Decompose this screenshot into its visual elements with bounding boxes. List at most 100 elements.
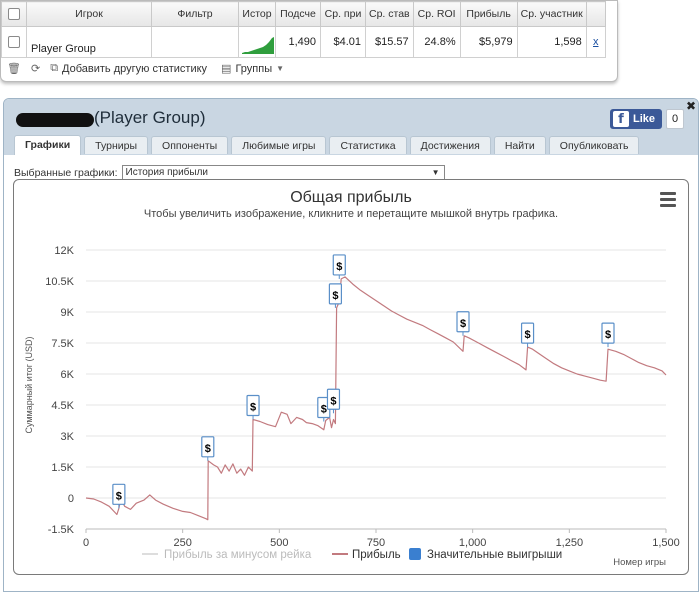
tab-opponents[interactable]: Оппоненты	[151, 136, 229, 154]
x-tick-label: 1,000	[459, 537, 487, 549]
close-icon[interactable]: ✖	[686, 99, 697, 113]
significant-win-marker: $	[326, 388, 341, 414]
tab-charts[interactable]: Графики	[14, 135, 82, 155]
col-header-avg-profit[interactable]: Ср. при	[320, 1, 366, 27]
tab-publish[interactable]: Опубликовать	[548, 136, 640, 154]
tab-tournaments[interactable]: Турниры	[84, 136, 149, 154]
col-header-remove	[585, 1, 606, 27]
marker-box	[332, 254, 346, 276]
significant-win-marker: $	[520, 322, 535, 348]
legend-item-wins: Значительные выигрыши	[409, 548, 562, 561]
x-axis-label: Номер игры	[613, 557, 666, 568]
tab-favorite-games[interactable]: Любимые игры	[231, 136, 327, 154]
x-tick-label: 500	[270, 537, 288, 549]
x-tick-label: 1,250	[556, 537, 584, 549]
marker-box	[520, 322, 535, 344]
y-tick-label: 1.5K	[51, 462, 74, 474]
page-title: (Player Group)	[94, 108, 206, 127]
x-tick-label: 1,500	[652, 537, 680, 549]
significant-win-marker: $	[246, 394, 260, 420]
facebook-icon: f	[613, 111, 629, 127]
stats-panel: Игрок Фильтр Истор Подсче Ср. при Ср. ст…	[0, 0, 618, 82]
marker-label: $	[605, 329, 611, 341]
marker-label: $	[321, 404, 327, 416]
col-header-player[interactable]: Игрок	[26, 1, 152, 27]
like-label: Like	[633, 113, 656, 125]
refresh-icon[interactable]: ⟳	[30, 63, 41, 75]
remove-row-link[interactable]: x	[593, 36, 599, 48]
chart-subtitle: Чтобы увеличить изображение, кликните и …	[144, 208, 558, 220]
avg-profit-cell: $4.01	[320, 26, 366, 58]
y-tick-label: 10.5K	[45, 276, 74, 288]
col-header-avg-roi[interactable]: Ср. ROI	[412, 1, 461, 27]
chevron-down-icon[interactable]: ▼	[276, 64, 285, 73]
y-tick-label: 9K	[61, 307, 75, 319]
history-sparkline[interactable]	[238, 26, 276, 58]
marker-label: $	[332, 290, 338, 302]
trash-icon[interactable]: 🗑	[7, 63, 21, 75]
significant-win-marker: $	[456, 311, 470, 336]
marker-label: $	[250, 401, 256, 413]
chart-container[interactable]: -1.5K 0 1.5K 3K 4.5K 6K 7.5K 9K 10.5K 12K 0 250 500 7…	[13, 179, 689, 575]
significant-win-marker: $	[332, 254, 346, 279]
tab-achievements[interactable]: Достижения	[409, 136, 491, 154]
tab-statistics[interactable]: Статистика	[329, 136, 407, 154]
marker-box	[456, 311, 470, 333]
col-header-avg-stake[interactable]: Ср. став	[365, 1, 414, 27]
x-tick-label: 0	[83, 537, 89, 549]
col-header-history[interactable]: Истор	[238, 1, 276, 27]
select-all-checkbox[interactable]	[8, 8, 20, 21]
profit-chart[interactable]: -1.5K 0 1.5K 3K 4.5K 6K 7.5K 9K 10.5K 12K 0 250 500 7…	[14, 180, 688, 574]
marker-box	[326, 388, 341, 410]
avg-roi-cell: 24.8%	[412, 26, 461, 58]
col-header-filter[interactable]: Фильтр	[151, 1, 239, 27]
legend-label-profit: Прибыль	[352, 549, 401, 561]
marker-label: $	[116, 490, 122, 502]
groups-icon: ▤	[221, 63, 232, 75]
count-cell: 1,490	[275, 26, 321, 58]
chart-title: Общая прибыль	[290, 189, 412, 206]
redacted-name	[16, 113, 94, 127]
stats-header-row: Игрок Фильтр Истор Подсче Ср. при Ср. ст…	[1, 1, 606, 27]
selected-charts-label: Выбранные графики:	[14, 167, 118, 179]
x-tick-label: 750	[367, 537, 385, 549]
col-header-profit[interactable]: Прибыль	[459, 1, 518, 27]
profit-series-line	[85, 276, 667, 521]
y-tick-label: 4.5K	[51, 400, 74, 412]
marker-label: $	[460, 318, 466, 330]
facebook-like-button[interactable]: f Like	[610, 109, 662, 129]
avg-stake-cell: $15.57	[365, 26, 414, 58]
remove-cell: x	[585, 26, 606, 58]
significant-win-marker: $	[317, 396, 331, 422]
significant-win-marker: $	[328, 283, 342, 308]
marker-box	[112, 483, 126, 505]
like-count: 0	[666, 109, 684, 129]
player-panel: (Player Group) f Like 0 ✖ Графики Турнир…	[3, 98, 699, 592]
chart-menu-icon[interactable]	[660, 192, 676, 210]
avg-entrants-cell: 1,598	[516, 26, 587, 58]
legend-item-rake: Прибыль за минусом рейка	[142, 549, 312, 561]
groups-button[interactable]: Группы	[235, 62, 273, 75]
filter-cell	[151, 26, 239, 58]
select-all-cell[interactable]	[1, 1, 27, 27]
marker-label: $	[336, 261, 342, 273]
marker-label: $	[330, 395, 336, 407]
significant-win-marker: $	[201, 436, 215, 461]
y-tick-label: 6K	[61, 369, 75, 381]
legend-swatch-wins	[409, 548, 421, 560]
significant-win-marker: $	[601, 322, 615, 348]
col-header-avg-entrants[interactable]: Ср. участник	[516, 1, 587, 27]
panel-header: (Player Group) f Like 0 ✖ Графики Турнир…	[4, 99, 698, 155]
row-select-cell[interactable]	[1, 26, 27, 58]
stats-row: Player Group 1,490 $4.01 $15.57 24.8% $5…	[1, 26, 606, 58]
col-header-count[interactable]: Подсче	[275, 1, 321, 27]
marker-box	[601, 322, 615, 344]
y-tick-label: 12K	[54, 245, 74, 257]
y-tick-label: 7.5K	[51, 338, 74, 350]
tab-find[interactable]: Найти	[493, 136, 546, 154]
marker-label: $	[525, 329, 531, 341]
x-tick-label: 250	[173, 537, 191, 549]
y-tick-label: -1.5K	[48, 524, 75, 536]
row-checkbox[interactable]	[8, 36, 20, 49]
add-stats-button[interactable]: Добавить другую статистику	[62, 62, 208, 75]
